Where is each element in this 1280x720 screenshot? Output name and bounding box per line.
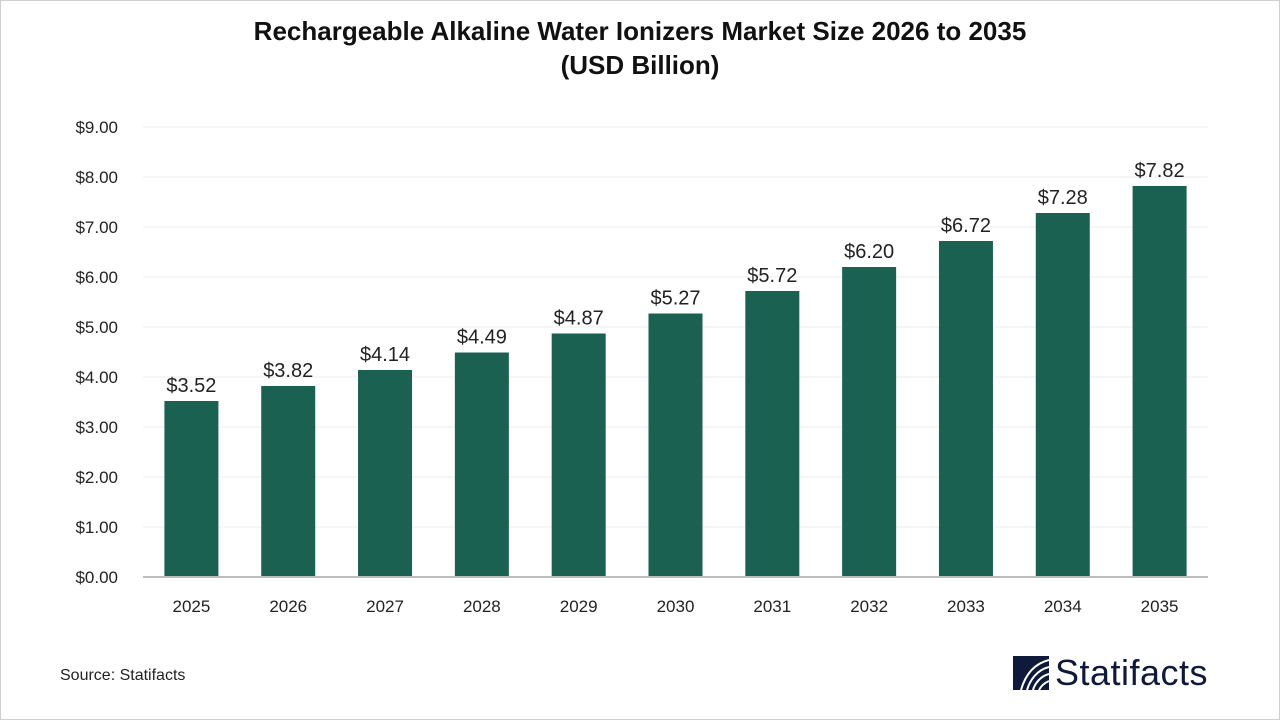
x-tick-label: 2033 <box>947 597 985 616</box>
x-tick-label: 2029 <box>560 597 598 616</box>
x-tick-label: 2028 <box>463 597 501 616</box>
data-label: $6.72 <box>941 215 991 237</box>
data-label: $6.20 <box>844 241 894 263</box>
y-tick-label: $6.00 <box>75 268 118 287</box>
bar <box>1035 213 1090 577</box>
subtitle-line: (USD Billion) <box>560 50 720 80</box>
x-tick-label: 2026 <box>269 597 307 616</box>
bar <box>1132 186 1187 577</box>
bar <box>261 386 316 577</box>
statifacts-logo: Statifacts <box>1013 652 1208 694</box>
x-tick-label: 2027 <box>366 597 404 616</box>
source-note: Source: Statifacts <box>60 667 186 684</box>
y-tick-label: $1.00 <box>75 518 118 537</box>
bar <box>358 370 413 577</box>
data-label: $3.52 <box>166 375 216 397</box>
x-tick-label: 2034 <box>1044 597 1082 616</box>
chart-title: Rechargeable Alkaline Water Ionizers Mar… <box>0 14 1280 82</box>
bar <box>454 352 509 577</box>
x-tick-label: 2030 <box>657 597 695 616</box>
y-tick-label: $9.00 <box>75 118 118 137</box>
y-tick-label: $4.00 <box>75 368 118 387</box>
bar <box>842 267 897 577</box>
x-tick-label: 2031 <box>753 597 791 616</box>
logo-mark-icon <box>1013 656 1049 690</box>
y-tick-label: $8.00 <box>75 168 118 187</box>
data-label: $5.72 <box>747 265 797 287</box>
logo-text: Statifacts <box>1055 652 1209 693</box>
y-tick-label: $2.00 <box>75 468 118 487</box>
x-tick-label: 2025 <box>172 597 210 616</box>
data-label: $7.82 <box>1135 160 1185 182</box>
x-tick-label: 2035 <box>1141 597 1179 616</box>
y-tick-label: $3.00 <box>75 418 118 437</box>
bar <box>938 241 993 577</box>
data-label: $7.28 <box>1038 187 1088 209</box>
bar <box>551 333 606 577</box>
data-label: $4.87 <box>554 308 604 330</box>
y-tick-label: $0.00 <box>75 568 118 587</box>
y-tick-label: $5.00 <box>75 318 118 337</box>
x-tick-label: 2032 <box>850 597 888 616</box>
data-label: $4.49 <box>457 327 507 349</box>
title-line: Rechargeable Alkaline Water Ionizers Mar… <box>253 16 1027 46</box>
y-tick-label: $7.00 <box>75 218 118 237</box>
data-label: $4.14 <box>360 344 410 366</box>
bar <box>164 401 219 577</box>
data-label: $5.27 <box>650 288 700 310</box>
bar <box>745 291 800 577</box>
data-label: $3.82 <box>263 360 313 382</box>
bar <box>648 313 703 577</box>
